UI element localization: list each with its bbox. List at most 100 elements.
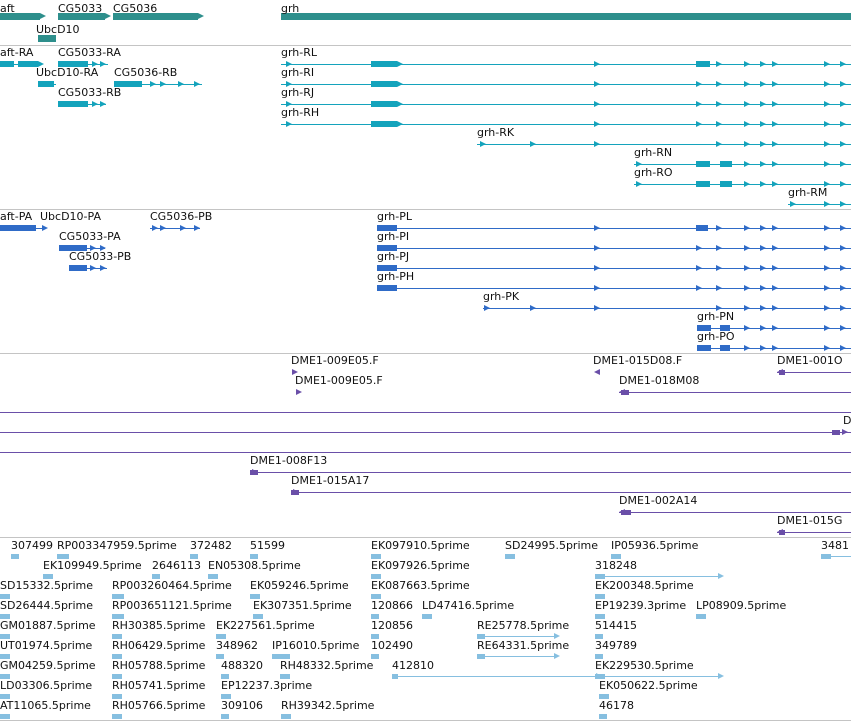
feature-CG5033-RB[interactable]: CG5033-RB <box>0 0 851 107</box>
feature-SD24995.5prime[interactable]: SD24995.5prime <box>0 0 851 559</box>
feature-488320[interactable]: 488320 <box>0 0 851 679</box>
feature-CG5033-PB[interactable]: CG5033-PB <box>0 0 851 271</box>
feature-UbcD10-RA[interactable]: UbcD10-RA <box>0 0 851 87</box>
feature-RP003651121.5prime[interactable]: RP003651121.5prime <box>0 0 851 619</box>
feature-grh-PI[interactable]: grh-PI <box>0 0 851 251</box>
feature-RH48332.5prime[interactable]: RH48332.5prime <box>0 0 851 679</box>
feature-CG5033[interactable]: CG5033 <box>0 0 851 20</box>
feature-3481[interactable]: 3481 <box>0 0 851 559</box>
feature-grh-RK[interactable]: grh-RK <box>0 0 851 147</box>
feature-grh-RM[interactable]: grh-RM <box>0 0 851 207</box>
feature-RH06429.5prime[interactable]: RH06429.5prime <box>0 0 851 659</box>
feature-GM01887.5prime[interactable]: GM01887.5prime <box>0 0 851 639</box>
feature-120856[interactable]: 120856 <box>0 0 851 639</box>
feature-EN05308.5prime[interactable]: EN05308.5prime <box>0 0 851 579</box>
feature-aft[interactable]: aft <box>0 0 851 20</box>
feature-bac-line-3[interactable] <box>0 0 851 453</box>
feature-EK227561.5prime[interactable]: EK227561.5prime <box>0 0 851 639</box>
feature-CG5036-RB[interactable]: CG5036-RB <box>0 0 851 87</box>
feature-EK109949.5prime[interactable]: EK109949.5prime <box>0 0 851 579</box>
feature-RH30385.5prime[interactable]: RH30385.5prime <box>0 0 851 639</box>
feature-372482[interactable]: 372482 <box>0 0 851 559</box>
feature-label: RP003651121.5prime <box>112 599 232 612</box>
feature-LD03306.5prime[interactable]: LD03306.5prime <box>0 0 851 699</box>
feature-grh[interactable]: grh <box>0 0 851 20</box>
feature-EK087663.5prime[interactable]: EK087663.5prime <box>0 0 851 599</box>
feature-grh-RI[interactable]: grh-RI <box>0 0 851 87</box>
feature-EP19239.3prime[interactable]: EP19239.3prime <box>0 0 851 619</box>
feature-grh-RH[interactable]: grh-RH <box>0 0 851 127</box>
feature-GM04259.5prime[interactable]: GM04259.5prime <box>0 0 851 679</box>
strand-arrow-right-icon <box>840 101 846 107</box>
feature-SD15332.5prime[interactable]: SD15332.5prime <box>0 0 851 599</box>
feature-EK097926.5prime[interactable]: EK097926.5prime <box>0 0 851 579</box>
feature-IP05936.5prime[interactable]: IP05936.5prime <box>0 0 851 559</box>
feature-DME1-015A17[interactable]: DME1-015A17 <box>0 0 851 495</box>
feature-RP003260464.5prime[interactable]: RP003260464.5prime <box>0 0 851 599</box>
feature-318248[interactable]: 318248 <box>0 0 851 579</box>
feature-grh-PH[interactable]: grh-PH <box>0 0 851 291</box>
feature-grh-PL[interactable]: grh-PL <box>0 0 851 231</box>
feature-RH05788.5prime[interactable]: RH05788.5prime <box>0 0 851 679</box>
strand-arrow-right-icon <box>716 61 722 67</box>
feature-label: grh-RN <box>634 146 673 159</box>
feature-DME1-009E05.F-b[interactable]: DME1-009E05.F <box>0 0 851 395</box>
feature-RH05741.5prime[interactable]: RH05741.5prime <box>0 0 851 699</box>
feature-grh-PJ[interactable]: grh-PJ <box>0 0 851 271</box>
feature-EK307351.5prime[interactable]: EK307351.5prime <box>0 0 851 619</box>
feature-DME1-018M08[interactable]: DME1-018M08 <box>0 0 851 395</box>
feature-DME1-002A14[interactable]: DME1-002A14 <box>0 0 851 515</box>
strand-arrow-right-icon <box>716 285 722 291</box>
feature-DME1-015G[interactable]: DME1-015G <box>0 0 851 535</box>
feature-grh-PO[interactable]: grh-PO <box>0 0 851 351</box>
feature-EK229530.5prime[interactable]: EK229530.5prime <box>0 0 851 679</box>
feature-D[interactable]: D <box>0 0 851 435</box>
feature-102490[interactable]: 102490 <box>0 0 851 659</box>
feature-CG5036[interactable]: CG5036 <box>0 0 851 20</box>
feature-51599[interactable]: 51599 <box>0 0 851 559</box>
feature-grh-PN[interactable]: grh-PN <box>0 0 851 331</box>
feature-IP16010.5prime[interactable]: IP16010.5prime <box>0 0 851 659</box>
feature-RE64331.5prime[interactable]: RE64331.5prime <box>0 0 851 659</box>
feature-grh-RJ[interactable]: grh-RJ <box>0 0 851 107</box>
feature-grh-RN[interactable]: grh-RN <box>0 0 851 167</box>
feature-UbcD10-PA[interactable]: UbcD10-PA <box>0 0 851 223</box>
feature-DME1-015D08.F[interactable]: DME1-015D08.F <box>0 0 851 375</box>
feature-DME1-008F13[interactable]: DME1-008F13 <box>0 0 851 475</box>
feature-grh-RL[interactable]: grh-RL <box>0 0 851 67</box>
feature-LP08909.5prime[interactable]: LP08909.5prime <box>0 0 851 619</box>
feature-UT01974.5prime[interactable]: UT01974.5prime <box>0 0 851 659</box>
feature-UbcD10[interactable]: UbcD10 <box>0 0 851 42</box>
feature-EK200348.5prime[interactable]: EK200348.5prime <box>0 0 851 599</box>
feature-bac-line-1[interactable] <box>0 0 851 413</box>
feature-349789[interactable]: 349789 <box>0 0 851 659</box>
feature-CG5033-RA[interactable]: CG5033-RA <box>0 0 851 67</box>
feature-grh-PK[interactable]: grh-PK <box>0 0 851 311</box>
feature-EK097910.5prime[interactable]: EK097910.5prime <box>0 0 851 559</box>
feature-aft-RA[interactable]: aft-RA <box>0 0 851 67</box>
feature-EK050622.5prime[interactable]: EK050622.5prime <box>0 0 851 699</box>
feature-DME1-009E05.F[interactable]: DME1-009E05.F <box>0 0 851 375</box>
feature-grh-RO[interactable]: grh-RO <box>0 0 851 187</box>
feature-RE25778.5prime[interactable]: RE25778.5prime <box>0 0 851 639</box>
feature-label: LP08909.5prime <box>696 599 787 612</box>
feature-CG5036-PB[interactable]: CG5036-PB <box>0 0 851 231</box>
feature-EK059246.5prime[interactable]: EK059246.5prime <box>0 0 851 599</box>
feature-CG5033-PA[interactable]: CG5033-PA <box>0 0 851 251</box>
feature-307499[interactable]: 307499 <box>0 0 851 559</box>
feature-2646113[interactable]: 2646113 <box>0 0 851 579</box>
feature-348962[interactable]: 348962 <box>0 0 851 659</box>
feature-RP003347959.5prime[interactable]: RP003347959.5prime <box>0 0 851 559</box>
feature-LD47416.5prime[interactable]: LD47416.5prime <box>0 0 851 619</box>
feature-120866[interactable]: 120866 <box>0 0 851 619</box>
feature-514415[interactable]: 514415 <box>0 0 851 639</box>
feature-aft-PA[interactable]: aft-PA <box>0 0 851 231</box>
feature-DME1-0010[interactable]: DME1-001O <box>0 0 851 375</box>
feature-EP12237.3prime[interactable]: EP12237.3prime <box>0 0 851 699</box>
feature-SD26444.5prime[interactable]: SD26444.5prime <box>0 0 851 619</box>
